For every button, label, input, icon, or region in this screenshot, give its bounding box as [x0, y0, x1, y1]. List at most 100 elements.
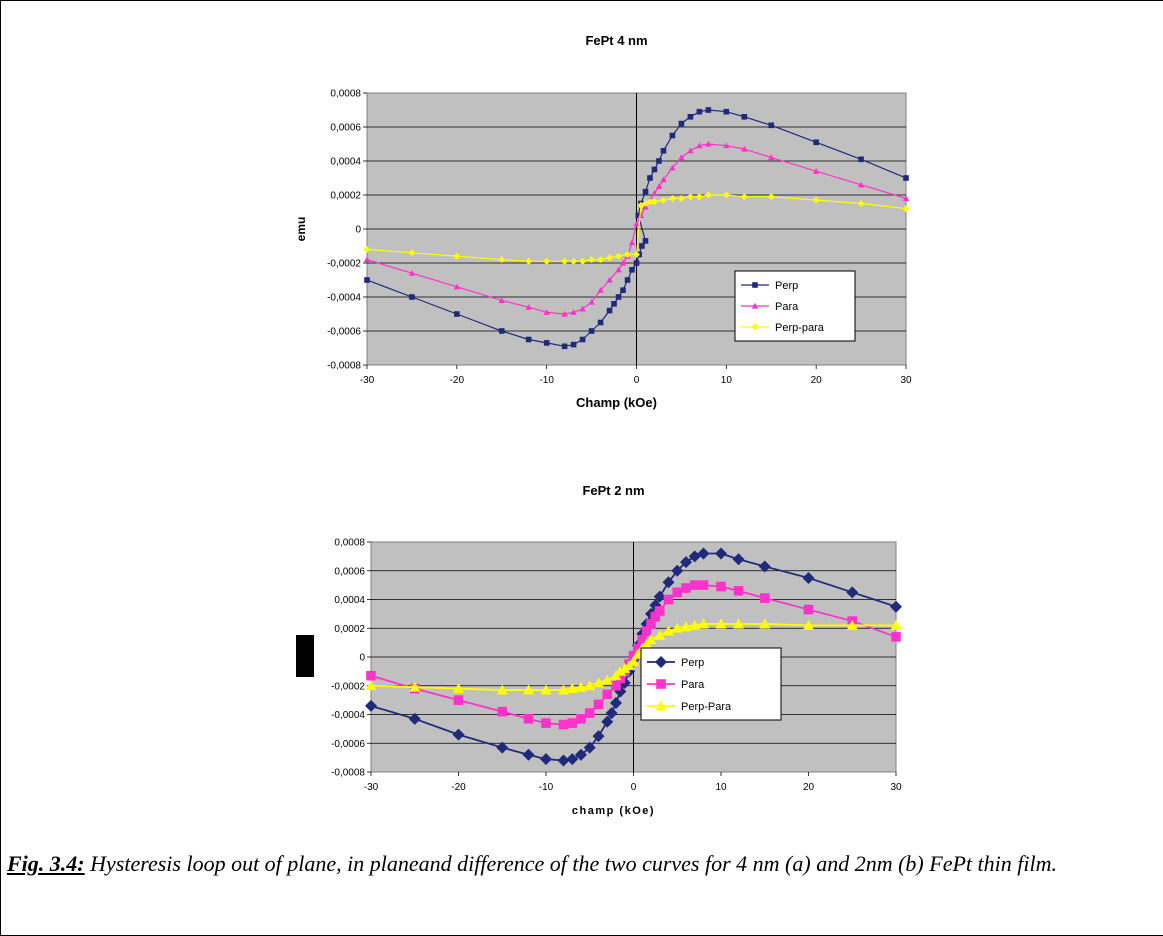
data-point: [902, 205, 910, 213]
data-point: [671, 622, 683, 633]
series-perp-para: [365, 618, 902, 695]
data-point: [662, 625, 675, 636]
data-point: [624, 251, 632, 258]
data-point: [722, 191, 730, 199]
data-point: [698, 580, 709, 590]
data-point: [759, 618, 771, 629]
data-point: [408, 712, 421, 725]
legend-swatch-marker: [752, 282, 758, 288]
data-point: [705, 107, 712, 113]
data-point: [633, 260, 640, 266]
data-point: [857, 200, 865, 207]
y-tick-label: 0,0002: [334, 624, 365, 635]
data-point: [723, 108, 730, 115]
data-point: [741, 145, 748, 152]
data-point: [647, 175, 653, 181]
data-point: [615, 294, 622, 300]
y-tick-label: 0: [355, 225, 361, 236]
data-point: [601, 674, 613, 685]
data-point: [606, 276, 613, 283]
data-point: [768, 154, 775, 161]
data-point: [543, 340, 550, 346]
legend-swatch-marker: [751, 323, 759, 331]
data-point: [498, 328, 505, 334]
data-point: [584, 708, 595, 718]
y-tick-label: 0,0008: [330, 89, 361, 100]
data-point: [723, 142, 730, 149]
data-point: [716, 581, 726, 592]
data-point: [768, 122, 775, 129]
data-point: [453, 695, 464, 705]
data-point: [715, 618, 727, 629]
data-point: [575, 681, 587, 692]
legend-swatch-marker: [655, 656, 667, 668]
data-point: [689, 580, 700, 590]
data-point: [576, 714, 586, 724]
data-point: [813, 139, 819, 146]
data-point: [588, 256, 596, 264]
y-tick-label: -0,0008: [331, 768, 365, 779]
data-point: [575, 748, 587, 761]
legend-label: Para: [775, 301, 799, 313]
data-point: [650, 611, 661, 622]
data-point: [522, 684, 535, 695]
data-point: [803, 604, 814, 615]
x-tick-label: -20: [451, 782, 466, 793]
data-point: [758, 560, 771, 573]
data-point: [696, 108, 703, 115]
data-point: [642, 238, 649, 244]
y-tick-label: 0,0008: [334, 538, 365, 549]
data-point: [497, 706, 508, 717]
data-point: [605, 707, 618, 720]
y-tick-label: 0,0006: [334, 566, 365, 577]
data-point: [890, 619, 902, 630]
x-tick-label: -10: [539, 375, 554, 386]
data-point: [741, 114, 748, 120]
data-point: [687, 114, 694, 120]
data-point: [678, 154, 685, 161]
data-point: [452, 683, 465, 694]
data-point: [452, 728, 465, 741]
data-point: [566, 753, 579, 766]
data-point: [606, 307, 613, 314]
y-tick-label: -0,0006: [331, 739, 365, 750]
chart-title: FePt 4 nm: [585, 33, 647, 48]
data-point: [846, 619, 858, 630]
x-tick-label: -30: [364, 782, 379, 793]
data-point: [671, 564, 684, 577]
data-point: [557, 684, 570, 695]
data-point: [592, 677, 605, 688]
data-point: [496, 741, 509, 754]
data-point: [363, 245, 371, 253]
series-line: [366, 143, 907, 315]
x-tick-label: 20: [811, 375, 823, 386]
data-point: [660, 148, 667, 154]
data-point: [846, 586, 859, 599]
x-tick-label: -30: [360, 375, 375, 386]
data-point: [812, 196, 820, 204]
data-point: [541, 718, 551, 728]
data-point: [668, 194, 676, 202]
chart-fept-2nm: FePt 2 nm 0,0008 0,0006 0,0004 0,0002 0 -0,000…: [296, 483, 902, 817]
data-point: [525, 336, 532, 343]
data-point: [628, 650, 639, 661]
data-point: [543, 309, 550, 315]
data-point: [669, 132, 676, 139]
data-point: [365, 699, 377, 712]
caption-lead: Fig. 3.4:: [7, 851, 85, 876]
data-point: [570, 257, 578, 265]
data-point: [561, 343, 568, 350]
data-point: [857, 181, 865, 188]
y-tick-label: -0,0002: [331, 681, 365, 692]
data-point: [858, 156, 864, 163]
data-point: [498, 297, 505, 303]
data-point: [628, 239, 636, 246]
data-point: [732, 618, 745, 629]
data-point: [732, 553, 745, 566]
series-perp-para: [363, 191, 910, 265]
data-point: [525, 257, 533, 265]
data-point: [705, 140, 712, 147]
data-point: [715, 547, 727, 560]
caption-text: Hysteresis loop out of plane, in planean…: [84, 851, 1057, 876]
data-point: [646, 619, 656, 629]
